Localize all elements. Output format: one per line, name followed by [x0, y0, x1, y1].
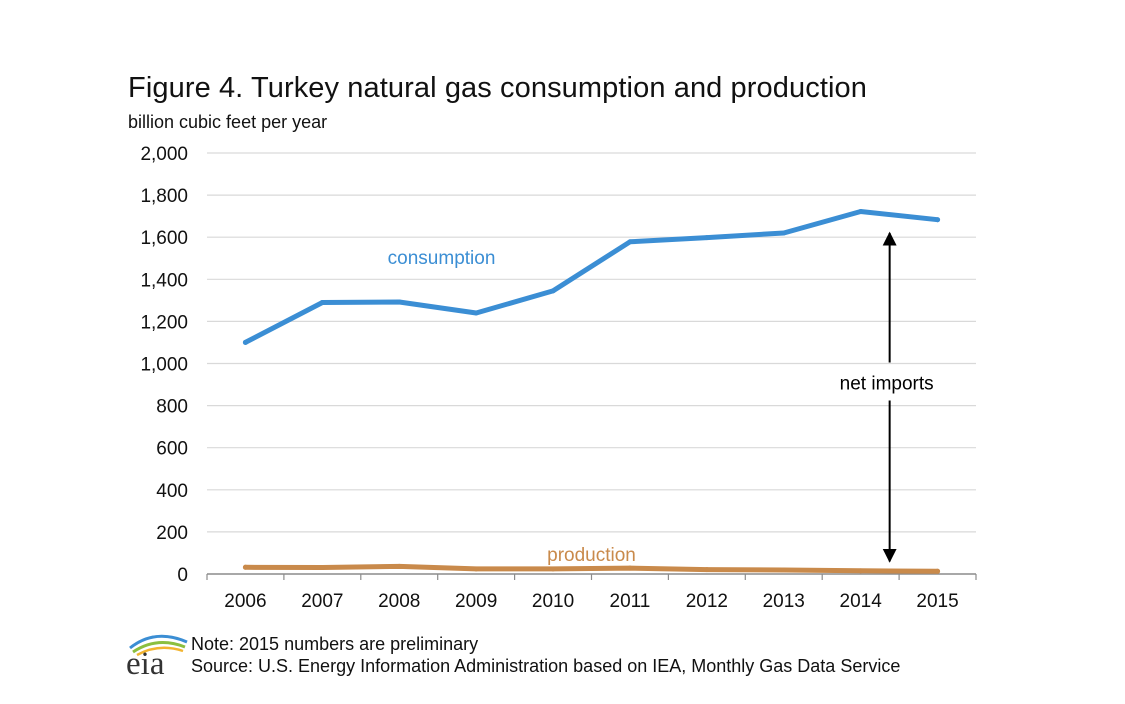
consumption-point-2014	[858, 209, 864, 215]
y-tick-label: 400	[156, 481, 188, 502]
annotations: net imports	[840, 231, 934, 563]
production-point-2008	[396, 563, 402, 569]
x-tick-label: 2006	[224, 591, 266, 612]
consumption-point-2007	[319, 299, 325, 305]
production-point-2015	[935, 568, 941, 574]
logo-arc-green	[132, 641, 186, 654]
x-tick-label: 2008	[378, 591, 420, 612]
logo-text: eia	[126, 646, 165, 680]
source-text: Source: U.S. Energy Information Administ…	[191, 656, 901, 676]
production-point-2013	[781, 567, 787, 573]
production-point-2006	[242, 564, 248, 570]
consumption-point-2011	[627, 239, 633, 245]
eia-logo: eia	[126, 634, 188, 680]
consumption-point-2012	[704, 235, 710, 241]
notes-block: Note: 2015 numbers are preliminary Sourc…	[191, 633, 900, 677]
x-tick-label: 2009	[455, 591, 497, 612]
x-tick-label: 2010	[532, 591, 574, 612]
y-tick-label: 2,000	[140, 144, 188, 165]
consumption-series-label: consumption	[388, 248, 496, 269]
x-tick-label: 2007	[301, 591, 343, 612]
x-tick-label: 2012	[686, 591, 728, 612]
y-tick-label: 200	[156, 523, 188, 544]
y-tick-label: 1,400	[140, 270, 188, 291]
axes: 0 200 400 600 800 1,000 1,200 1,400 1,600 1,800 2,…	[140, 144, 977, 612]
consumption-line	[242, 209, 941, 345]
chart-subtitle: billion cubic feet per year	[128, 112, 328, 132]
y-tick-label: 0	[177, 565, 188, 586]
consumption-point-2009	[473, 310, 479, 316]
production-point-2010	[550, 566, 556, 572]
consumption-point-2008	[396, 299, 402, 305]
consumption-point-2006	[242, 339, 248, 345]
production-point-2009	[473, 566, 479, 572]
production-point-2007	[319, 564, 325, 570]
production-point-2012	[704, 567, 710, 573]
logo-arc-yellow	[136, 646, 184, 657]
x-tick-label: 2015	[916, 591, 958, 612]
x-tick-label: 2011	[610, 591, 651, 612]
production-series-label: production	[547, 545, 636, 566]
series-lines: consumption production	[242, 209, 941, 574]
logo-arc-blue	[129, 634, 188, 650]
production-point-2014	[858, 568, 864, 574]
y-tick-label: 1,000	[140, 355, 188, 376]
consumption-point-2013	[781, 230, 787, 236]
net-imports-label: net imports	[840, 373, 934, 394]
y-tick-label: 1,800	[140, 186, 188, 207]
chart-title: Figure 4. Turkey natural gas consumption…	[128, 72, 867, 104]
production-point-2011	[627, 565, 633, 571]
x-tick-label: 2014	[840, 591, 883, 612]
x-tick-label: 2013	[763, 591, 805, 612]
consumption-point-2010	[550, 288, 556, 294]
consumption-point-2015	[935, 217, 941, 223]
y-tick-label: 1,200	[140, 312, 188, 333]
note-text: Note: 2015 numbers are preliminary	[191, 634, 479, 654]
production-line	[242, 563, 941, 574]
y-tick-label: 600	[156, 439, 188, 460]
y-tick-label: 1,600	[140, 228, 188, 249]
y-tick-label: 800	[156, 397, 188, 418]
gridlines	[207, 152, 976, 533]
